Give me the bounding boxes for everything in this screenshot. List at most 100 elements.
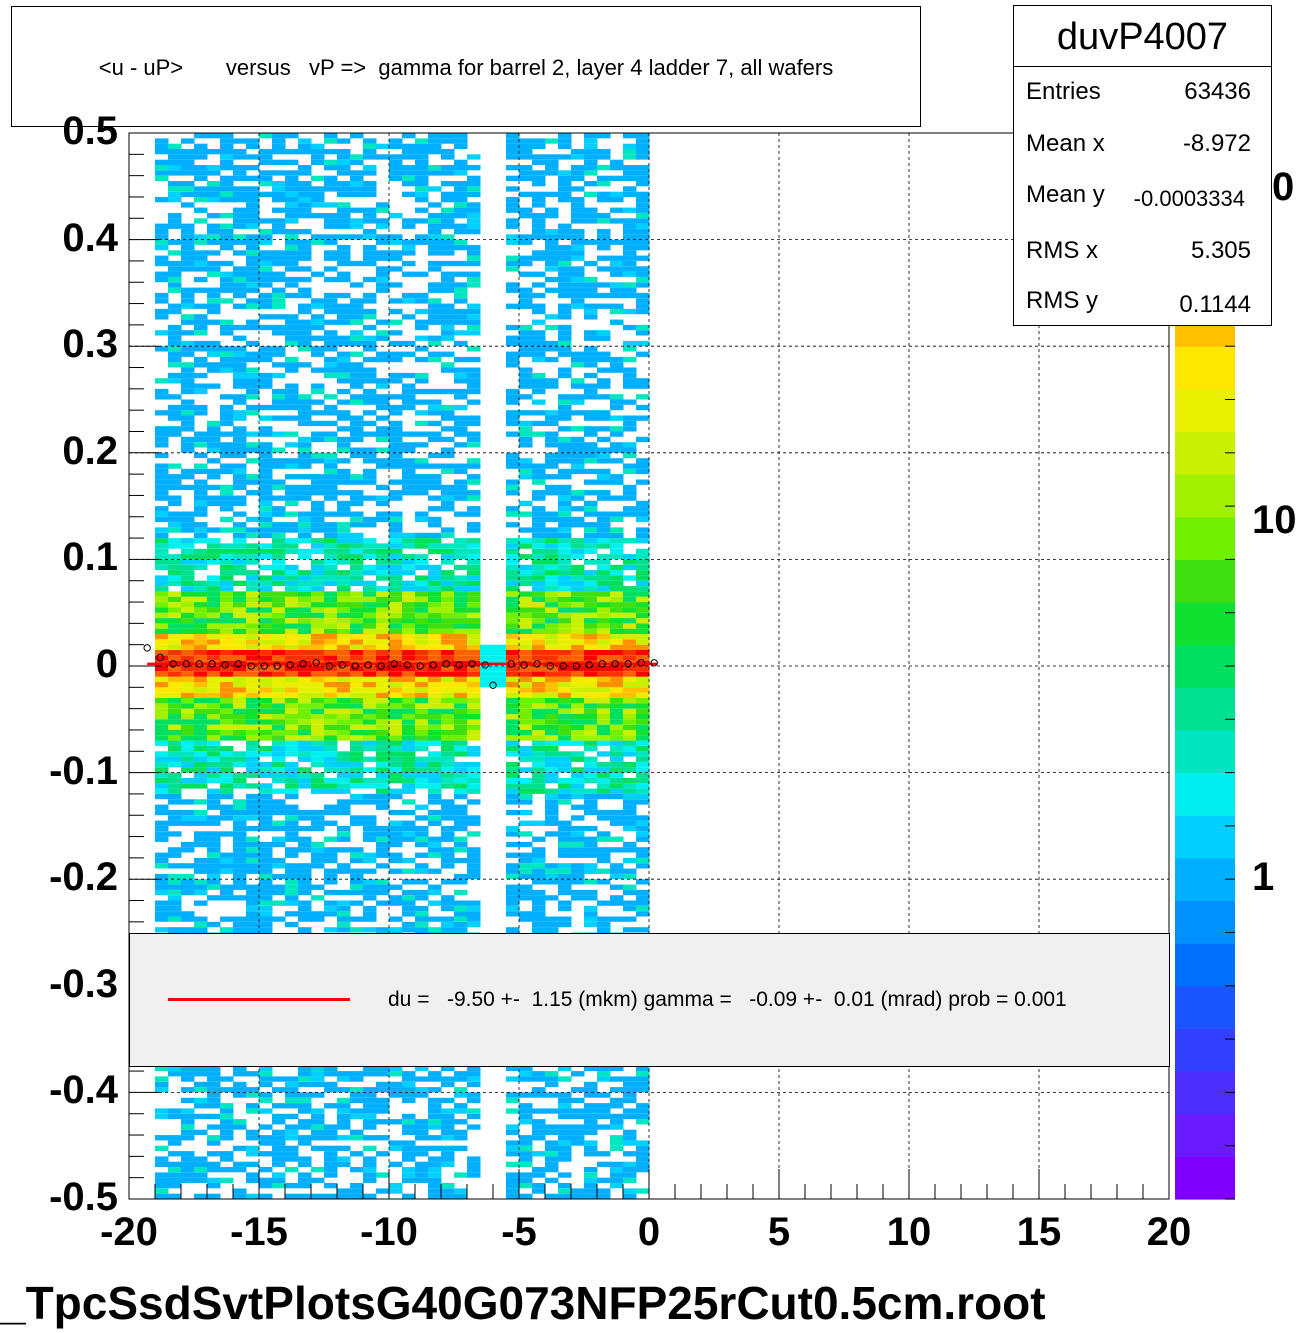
heatmap-cell xyxy=(519,234,533,240)
heatmap-cell xyxy=(454,889,468,896)
heatmap-cell xyxy=(181,314,195,320)
heatmap-cell xyxy=(285,149,299,155)
heatmap-cell xyxy=(363,335,377,341)
heatmap-cell xyxy=(285,1103,299,1109)
heatmap-cell xyxy=(298,181,312,187)
heatmap-cell xyxy=(350,335,364,341)
heatmap-cell xyxy=(389,655,403,661)
heatmap-cell xyxy=(519,852,533,858)
heatmap-cell xyxy=(389,511,403,517)
heatmap-cell xyxy=(532,234,546,240)
heatmap-cell xyxy=(181,815,195,821)
heatmap-cell xyxy=(337,202,351,208)
heatmap-cell xyxy=(506,911,520,917)
heatmap-cell xyxy=(285,431,299,437)
heatmap-cell xyxy=(207,213,221,219)
heatmap-cell xyxy=(454,708,468,714)
heatmap-cell xyxy=(558,841,572,848)
heatmap-cell xyxy=(376,714,390,720)
heatmap-cell xyxy=(558,436,572,443)
heatmap-cell xyxy=(519,1135,533,1141)
heatmap-cell xyxy=(454,356,468,363)
heatmap-cell xyxy=(168,650,182,656)
heatmap-cell xyxy=(389,420,403,427)
heatmap-cell xyxy=(532,1071,546,1077)
heatmap-cell xyxy=(571,612,585,618)
heatmap-cell xyxy=(610,516,624,523)
heatmap-cell xyxy=(168,218,182,224)
heatmap-cell xyxy=(155,394,169,400)
heatmap-cell xyxy=(246,628,260,634)
heatmap-cell xyxy=(610,1135,624,1141)
heatmap-cell xyxy=(558,634,572,640)
heatmap-cell xyxy=(311,852,325,858)
heatmap-cell xyxy=(467,746,481,752)
heatmap-cell xyxy=(259,735,273,741)
heatmap-cell xyxy=(545,873,559,880)
heatmap-cell xyxy=(363,644,377,650)
heatmap-cell xyxy=(298,1081,312,1088)
heatmap-cell xyxy=(337,319,351,325)
heatmap-cell xyxy=(519,324,533,331)
heatmap-cell xyxy=(467,250,481,256)
heatmap-cell xyxy=(558,708,572,714)
heatmap-cell xyxy=(363,602,377,608)
heatmap-cell xyxy=(597,575,611,581)
heatmap-cell xyxy=(636,1145,650,1151)
heatmap-cell xyxy=(506,751,520,757)
heatmap-cell xyxy=(363,868,377,874)
heatmap-cell xyxy=(441,319,455,325)
heatmap-cell xyxy=(571,276,585,283)
heatmap-cell xyxy=(623,708,637,714)
heatmap-cell xyxy=(376,1065,390,1072)
heatmap-cell xyxy=(324,1071,338,1077)
heatmap-cell xyxy=(623,847,637,853)
heatmap-cell xyxy=(545,644,559,650)
heatmap-cell xyxy=(415,138,429,144)
heatmap-cell xyxy=(506,154,520,160)
heatmap-cell xyxy=(506,548,520,555)
heatmap-cell xyxy=(233,1193,247,1199)
heatmap-cell xyxy=(311,788,325,794)
heatmap-cell xyxy=(337,804,351,810)
heatmap-cell xyxy=(298,724,312,730)
heatmap-cell xyxy=(350,596,364,602)
heatmap-cell xyxy=(584,580,598,586)
heatmap-cell xyxy=(324,308,338,315)
heatmap-cell xyxy=(376,1097,390,1104)
heatmap-cell xyxy=(558,873,572,880)
heatmap-cell xyxy=(558,618,572,624)
heatmap-cell xyxy=(428,570,442,576)
heatmap-cell xyxy=(207,602,221,608)
heatmap-cell xyxy=(298,873,312,880)
heatmap-cell xyxy=(272,650,286,656)
heatmap-cell xyxy=(194,772,208,778)
heatmap-cell xyxy=(623,602,637,608)
heatmap-cell xyxy=(220,793,234,800)
heatmap-cell xyxy=(272,1076,286,1082)
heatmap-cell xyxy=(194,410,208,416)
heatmap-cell xyxy=(571,591,585,597)
heatmap-cell xyxy=(220,724,234,730)
heatmap-cell xyxy=(571,650,585,656)
heatmap-cell xyxy=(415,868,429,874)
heatmap-cell xyxy=(285,639,299,645)
heatmap-cell xyxy=(207,1071,221,1077)
heatmap-cell xyxy=(441,762,455,768)
heatmap-cell xyxy=(519,788,533,794)
heatmap-cell xyxy=(233,527,247,533)
heatmap-cell xyxy=(571,703,585,709)
heatmap-cell xyxy=(311,762,325,768)
heatmap-cell xyxy=(298,666,312,672)
heatmap-cell xyxy=(532,1167,546,1173)
heatmap-cell xyxy=(246,746,260,752)
heatmap-cell xyxy=(246,154,260,160)
heatmap-cell xyxy=(194,692,208,698)
heatmap-cell xyxy=(181,692,195,698)
heatmap-cell xyxy=(350,916,364,922)
heatmap-cell xyxy=(285,778,299,784)
heatmap-cell xyxy=(298,671,312,677)
heatmap-cell xyxy=(259,820,273,826)
heatmap-cell xyxy=(636,815,650,821)
heatmap-cell xyxy=(597,618,611,624)
